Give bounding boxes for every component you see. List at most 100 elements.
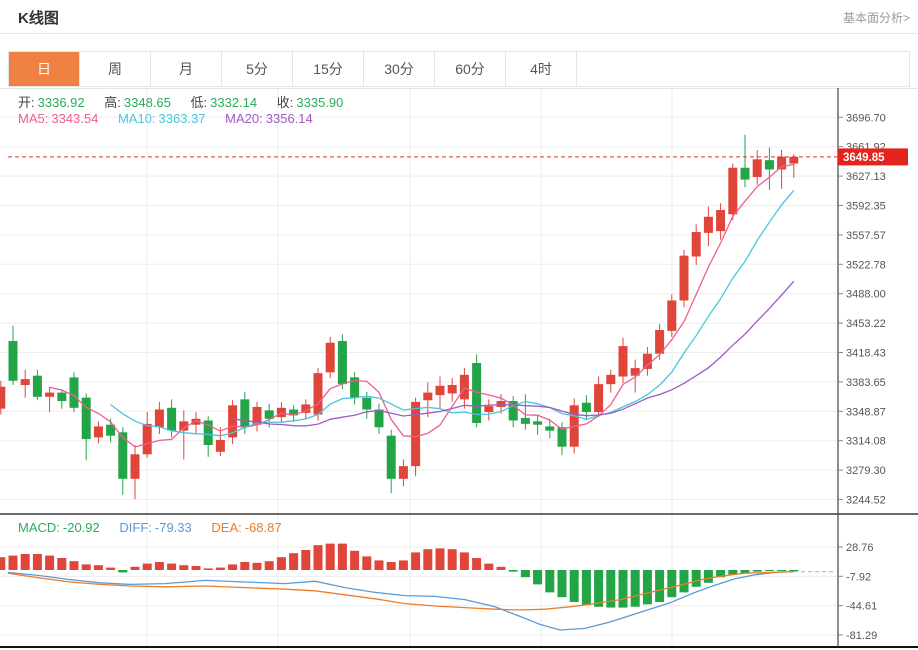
macd-bar: [667, 569, 677, 598]
candle-body: [313, 373, 323, 415]
macd-bar: [32, 554, 42, 570]
macd-bar: [130, 566, 140, 570]
tab-60分[interactable]: 60分: [435, 52, 506, 86]
macd-bar: [606, 569, 616, 608]
macd-bar: [679, 569, 689, 593]
axis-tick-label: 3418.43: [846, 348, 886, 360]
axis-tick-label: 3522.78: [846, 259, 886, 271]
macd-bar: [740, 569, 750, 574]
macd-bar: [447, 549, 457, 570]
macd-bar: [472, 558, 482, 570]
candle-body: [154, 409, 164, 428]
candle-body: [581, 402, 591, 413]
candle-body: [789, 156, 799, 164]
high-label: 高:: [104, 95, 121, 110]
candle-body: [142, 423, 152, 455]
candle-body: [496, 401, 506, 407]
macd-bar: [716, 569, 726, 578]
macd-bar: [20, 554, 30, 570]
ma20-label: MA20:: [225, 111, 263, 126]
macd-bar: [106, 567, 116, 570]
ohlc-legend: 开: 3336.92 高: 3348.65 低: 3332.14 收: 3335.90: [18, 92, 346, 111]
current-price-label: 3649.85: [843, 152, 885, 164]
tab-周[interactable]: 周: [80, 52, 151, 86]
candles-group: [0, 134, 799, 500]
macd-bar: [301, 550, 311, 570]
macd-bar: [655, 569, 665, 602]
macd-bar: [264, 561, 274, 570]
ma10-value: 3363.37: [158, 111, 206, 126]
candle-body: [350, 377, 360, 398]
macd-bar: [0, 557, 6, 570]
macd-bar: [167, 563, 177, 570]
axis-tick-label: 3314.08: [846, 436, 886, 448]
macd-bar: [398, 560, 408, 570]
macd-bar: [411, 552, 421, 570]
macd-bar: [642, 569, 652, 605]
candle-body: [423, 392, 433, 401]
candle-body: [764, 160, 774, 170]
axis-tick-label: -81.29: [846, 630, 877, 642]
macd-bar: [484, 563, 494, 570]
macd-bar: [203, 568, 213, 570]
macd-bar: [691, 569, 701, 587]
dea-label: DEA:: [211, 520, 242, 535]
fundamental-analysis-link[interactable]: 基本面分析>: [842, 11, 910, 25]
macd-bar: [337, 543, 347, 570]
axis-tick-label: 3696.70: [846, 112, 886, 124]
candle-body: [81, 397, 91, 440]
candle-body: [32, 375, 42, 397]
axis-tick-label: 28.76: [846, 542, 874, 554]
macd-bar: [191, 565, 201, 570]
low-value: 3332.14: [210, 95, 258, 110]
candle-body: [240, 399, 250, 428]
gridlines: [0, 88, 918, 647]
macd-bar: [118, 569, 128, 573]
tab-日[interactable]: 日: [9, 52, 80, 86]
tab-30分[interactable]: 30分: [364, 52, 435, 86]
candle-body: [228, 405, 238, 438]
tab-4时[interactable]: 4时: [506, 52, 577, 86]
candle-body: [630, 368, 640, 376]
macd-bar: [423, 549, 433, 570]
macd-bar: [789, 569, 799, 571]
tab-15分[interactable]: 15分: [293, 52, 364, 86]
axis-tick-label: -44.61: [846, 601, 877, 613]
candle-body: [752, 159, 762, 178]
macd-bar: [276, 557, 286, 570]
candle-body: [69, 377, 79, 408]
dea-value: -68.87: [244, 520, 282, 535]
candle-body: [703, 216, 713, 233]
candle-body: [130, 454, 140, 479]
candle-body: [484, 406, 494, 413]
macd-bar: [374, 560, 384, 570]
ma5-label: MA5:: [18, 111, 49, 126]
interval-tabs: 日周月 5分 15分 30分 60分 4时: [8, 51, 910, 87]
candle-body: [215, 439, 225, 452]
candle-body: [508, 401, 518, 421]
tab-5分[interactable]: 5分: [222, 52, 293, 86]
macd-bar: [618, 569, 628, 608]
macd-bar: [228, 564, 238, 570]
candle-body: [716, 210, 726, 232]
candle-body: [20, 379, 30, 385]
macd-legend: MACD: -20.92 DIFF: -79.33 DEA: -68.87: [18, 520, 285, 535]
axis-tick-label: 3488.00: [846, 289, 886, 301]
diff-label: DIFF:: [119, 520, 152, 535]
macd-bar: [45, 555, 55, 570]
axis-tick-label: -7.92: [846, 571, 871, 583]
macd-bar: [57, 558, 67, 570]
macd-value: -20.92: [62, 520, 100, 535]
macd-bar: [154, 562, 164, 570]
candle-body: [545, 426, 555, 431]
candle-body: [191, 418, 201, 425]
tab-月[interactable]: 月: [151, 52, 222, 86]
low-label: 低:: [190, 95, 208, 110]
macd-bar: [533, 569, 543, 585]
macd-bar: [350, 550, 360, 570]
candle-body: [337, 341, 347, 385]
axis-tick-label: 3453.22: [846, 318, 886, 330]
macd-bar: [8, 555, 18, 570]
macd-bar: [508, 569, 518, 572]
macd-bar: [496, 566, 506, 570]
